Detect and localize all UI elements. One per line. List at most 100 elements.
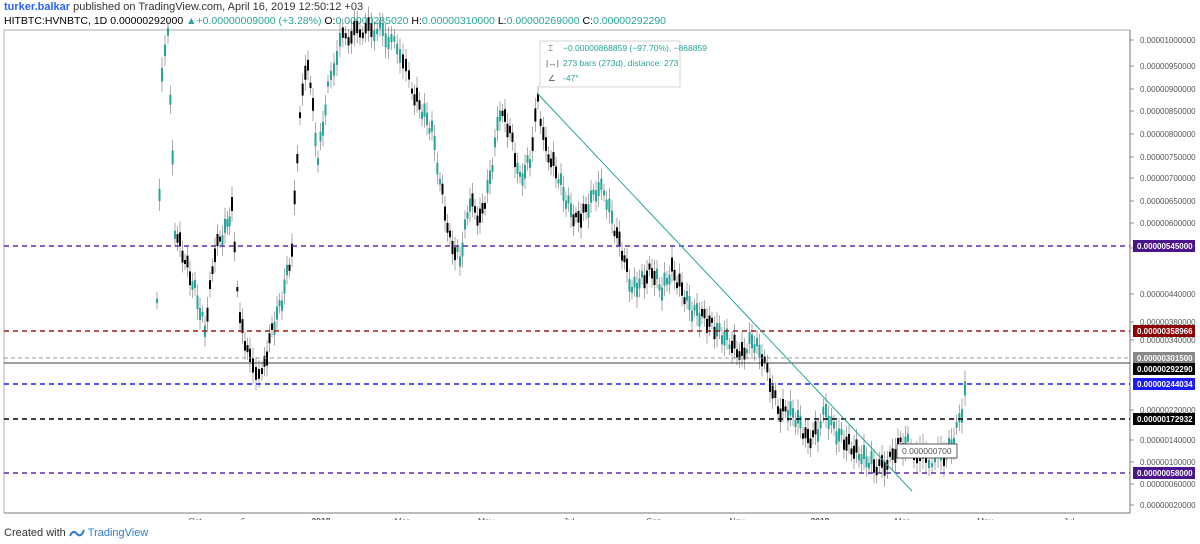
candle-body — [466, 212, 469, 219]
candle-body — [249, 348, 251, 363]
trendline[interactable] — [536, 92, 913, 492]
price-badge-label: 0.00000358966 — [1137, 327, 1193, 336]
candle-body — [364, 22, 367, 34]
candle-body — [276, 306, 278, 320]
candle-body — [164, 44, 166, 57]
candle-body — [209, 280, 211, 289]
candle-body — [327, 81, 329, 87]
candle-body — [721, 335, 723, 345]
price-badge — [1133, 325, 1195, 337]
candle-body — [179, 232, 181, 247]
candle-body — [761, 354, 763, 367]
measure-tool-box[interactable]: ⌶ −0.00000868859 (−97.70%), −868859 |↔| … — [539, 40, 707, 88]
candle-body — [167, 27, 169, 36]
candle-body — [537, 93, 539, 102]
candle-body — [524, 164, 526, 179]
candle-body — [293, 190, 296, 205]
price-tick-label: 0.00000060000 — [1140, 480, 1196, 489]
high-value: 0.00000310000 — [421, 15, 495, 27]
candle-body — [623, 255, 626, 263]
candle-body — [603, 190, 605, 196]
price-chart[interactable]: ⌶ −0.00000868859 (−97.70%), −868859 |↔| … — [0, 0, 1200, 520]
candle-body — [511, 132, 514, 143]
candle-body — [233, 241, 236, 253]
price-axis-badges: 0.00000545000 0.00000358966 0.00000301500 0… — [1133, 240, 1195, 479]
candle-body — [931, 463, 933, 468]
price-range-icon: ⌶ — [548, 43, 553, 53]
candle-body — [356, 20, 359, 34]
candle-body — [706, 318, 708, 333]
candle-body — [782, 399, 784, 412]
candle-body — [863, 445, 865, 460]
candle-body — [756, 337, 758, 347]
candle-body — [333, 63, 335, 76]
price-badge-label: 0.00000301500 — [1137, 354, 1193, 363]
candle-body — [686, 291, 688, 301]
candle-body — [881, 455, 883, 468]
price-tick-label: 0.00000140000 — [1140, 436, 1196, 445]
candle-body — [621, 250, 623, 261]
candle-body — [214, 248, 216, 263]
candle-body — [766, 363, 769, 373]
candle-body — [439, 178, 441, 185]
candle-body — [814, 421, 817, 435]
price-tick-label: 0.00000600000 — [1140, 219, 1196, 228]
candle-body — [656, 268, 658, 280]
tradingview-logo-icon — [68, 529, 85, 537]
candle-body — [526, 155, 529, 163]
candle-body — [255, 367, 257, 380]
candle-body — [608, 198, 611, 213]
candle-body — [840, 428, 843, 436]
candle-body — [633, 276, 636, 288]
candle-body — [494, 137, 496, 148]
candle-body — [309, 82, 312, 89]
candle-body — [236, 287, 239, 292]
candle-body — [396, 43, 399, 55]
author-link[interactable]: turker.balkar — [4, 1, 71, 13]
candle-body — [733, 334, 736, 349]
candle-body — [817, 429, 819, 442]
price-axis-ticks: 0.00001000000 0.00000950000 0.00000900000 0… — [1130, 36, 1196, 510]
candle-body — [562, 187, 565, 201]
candle-body — [605, 199, 608, 210]
time-tick-label: Jul — [1064, 516, 1075, 520]
candle-body — [804, 427, 807, 439]
tradingview-brand-link[interactable]: TradingView — [87, 527, 149, 539]
price-badge — [1133, 378, 1195, 390]
candle-body — [648, 263, 651, 270]
candle-body — [373, 30, 376, 42]
candle-body — [411, 88, 413, 94]
publish-header: turker.balkar published on TradingView.c… — [4, 1, 363, 13]
candle-body — [307, 59, 309, 71]
candle-body — [797, 410, 799, 424]
candle-body — [701, 308, 703, 317]
candle-body — [359, 29, 361, 38]
candle-body — [819, 421, 822, 429]
candle-body — [469, 198, 471, 212]
candle-body — [711, 317, 713, 323]
candle-body — [678, 273, 681, 287]
candle-body — [557, 179, 560, 184]
price-badge-label: 0.00000292290 — [1137, 365, 1193, 374]
price-tick-label: 0.00000950000 — [1140, 62, 1196, 71]
candle-body — [399, 49, 401, 63]
candle-body — [580, 213, 582, 228]
candle-body — [784, 406, 787, 412]
candle-body — [161, 67, 163, 82]
candle-body — [314, 132, 317, 147]
candle-body — [336, 50, 338, 65]
candle-body — [509, 125, 511, 134]
candle-body — [792, 408, 794, 418]
candle-body — [643, 275, 646, 289]
range-box[interactable]: 0.000000700 — [896, 443, 958, 459]
candle-body — [344, 33, 347, 39]
candle-body — [506, 123, 509, 138]
price-tick-label: 0.00001000000 — [1140, 36, 1196, 45]
up-arrow-icon: ▲ — [186, 15, 197, 27]
candle-body — [191, 281, 194, 290]
candle-body — [370, 23, 373, 37]
candle-body — [736, 349, 738, 358]
candle-body — [928, 459, 930, 469]
candle-body — [471, 193, 474, 207]
candle-body — [206, 307, 209, 322]
